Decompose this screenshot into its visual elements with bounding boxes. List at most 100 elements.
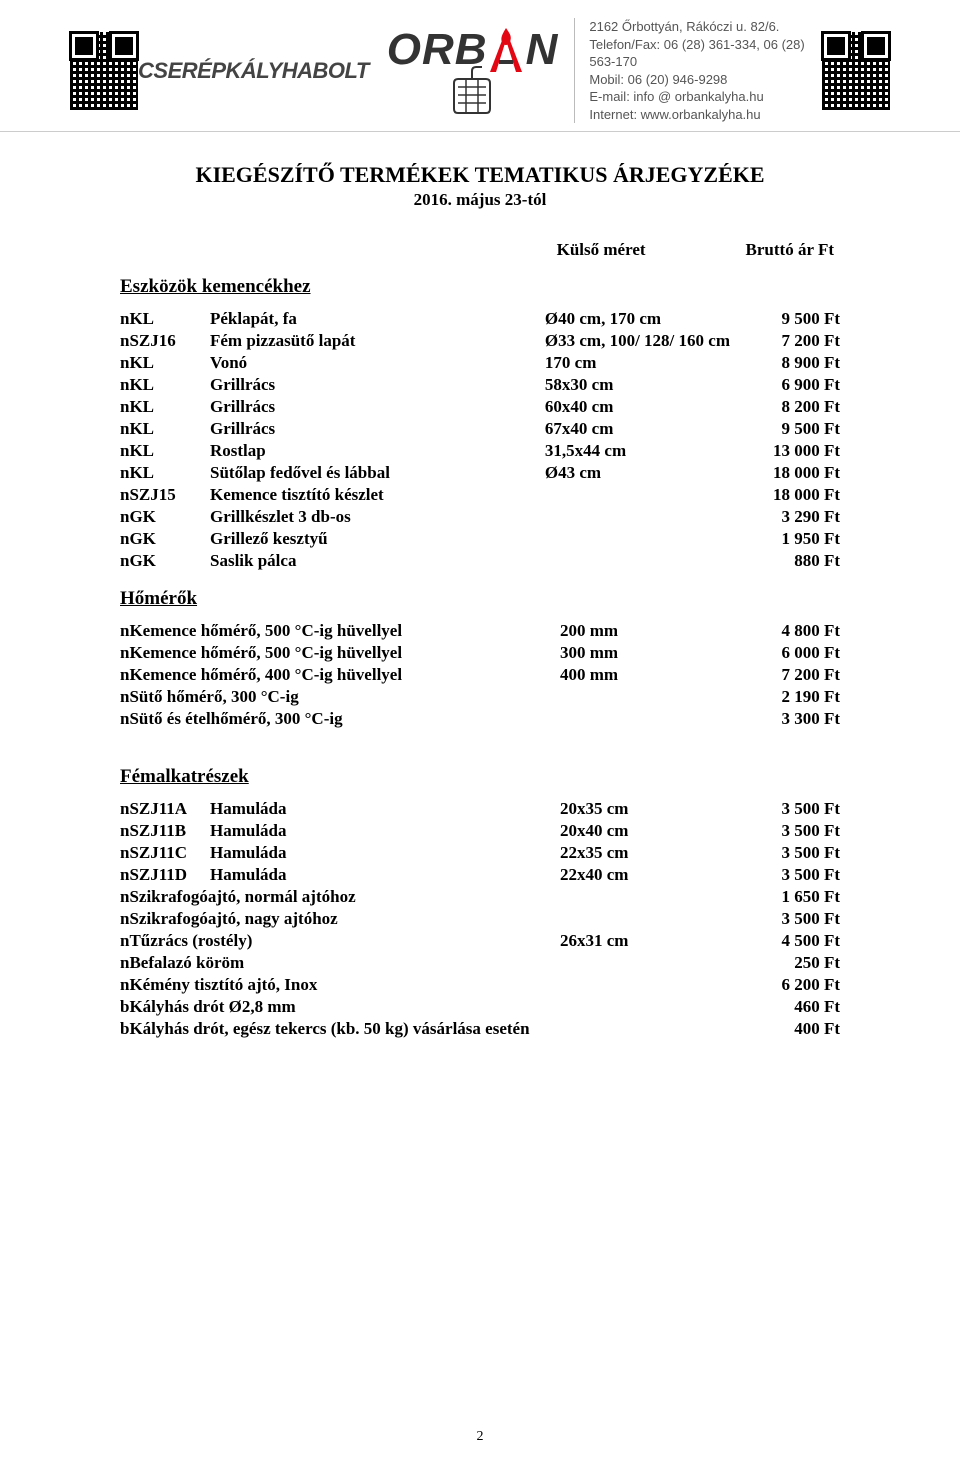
section-heading-eszk: Eszközök kemencékhez — [120, 276, 840, 298]
main-content: KIEGÉSZÍTŐ TERMÉKEK TEMATIKUS ÁRJEGYZÉKE… — [0, 132, 960, 1080]
table-homerok: nKemence hőmérő, 500 °C-ig hüvellyel200 … — [120, 620, 840, 730]
cell-code: nGK — [120, 550, 210, 572]
cell-size — [545, 506, 730, 528]
cell-code: nKL — [120, 418, 210, 440]
cell-price: 1 650 Ft — [730, 886, 840, 908]
cell-price: 460 Ft — [730, 996, 840, 1018]
table-row: nKemence hőmérő, 400 °C-ig hüvellyel400 … — [120, 664, 840, 686]
cell-price: 3 300 Ft — [730, 708, 840, 730]
cell-name: Rostlap — [210, 440, 545, 462]
col-price-header: Bruttó ár Ft — [746, 240, 834, 260]
table-row: nSütő és ételhőmérő, 300 °C-ig3 300 Ft — [120, 708, 840, 730]
cell-name: Grillrács — [210, 374, 545, 396]
cell-code: nGK — [120, 528, 210, 550]
cell-size: Ø43 cm — [545, 462, 730, 484]
cell-name: Grillrács — [210, 418, 545, 440]
cell-price: 9 500 Ft — [730, 418, 840, 440]
cell-price: 3 500 Ft — [730, 798, 840, 820]
cell-code: nSZJ11A — [120, 798, 210, 820]
table-row: nBefalazó köröm 250 Ft — [120, 952, 840, 974]
table-row: nGKSaslik pálca 880 Ft — [120, 550, 840, 572]
cell-code: nKL — [120, 396, 210, 418]
document-title: KIEGÉSZÍTŐ TERMÉKEK TEMATIKUS ÁRJEGYZÉKE — [120, 162, 840, 188]
cell-name: Hamuláda — [210, 820, 560, 842]
cell-code: nSZJ11D — [120, 864, 210, 886]
table-row: nKLVonó170 cm8 900 Ft — [120, 352, 840, 374]
cell-code: nKL — [120, 308, 210, 330]
cell-name: bKályhás drót Ø2,8 mm — [120, 996, 560, 1018]
page-header: CSERÉPKÁLYHABOLT O R B N — [0, 0, 960, 132]
cell-name: Hamuláda — [210, 842, 560, 864]
cell-size: 400 mm — [560, 664, 730, 686]
cell-price: 3 500 Ft — [730, 842, 840, 864]
table-row: nSZJ11CHamuláda22x35 cm3 500 Ft — [120, 842, 840, 864]
cell-price: 6 900 Ft — [730, 374, 840, 396]
cell-price: 13 000 Ft — [730, 440, 840, 462]
table-row: nKemence hőmérő, 500 °C-ig hüvellyel300 … — [120, 642, 840, 664]
cell-name: Hamuláda — [210, 798, 560, 820]
table-row: nSzikrafogóajtó, nagy ajtóhoz3 500 Ft — [120, 908, 840, 930]
cell-size: 60x40 cm — [545, 396, 730, 418]
table-row: bKályhás drót Ø2,8 mm 460 Ft — [120, 996, 840, 1018]
cell-size — [560, 886, 730, 908]
cell-size: 20x35 cm — [560, 798, 730, 820]
table-row: nKLRostlap31,5x44 cm13 000 Ft — [120, 440, 840, 462]
cell-price: 6 000 Ft — [730, 642, 840, 664]
cell-name: nSütő hőmérő, 300 °C-ig — [120, 686, 560, 708]
cell-name: nSzikrafogóajtó, normál ajtóhoz — [120, 886, 560, 908]
cell-price: 4 800 Ft — [730, 620, 840, 642]
cell-size — [545, 528, 730, 550]
table-row: nSZJ16Fém pizzasütő lapátØ33 cm, 100/ 12… — [120, 330, 840, 352]
contact-web: Internet: www.orbankalyha.hu — [589, 106, 822, 124]
cell-price: 880 Ft — [730, 550, 840, 572]
cell-name: Saslik pálca — [210, 550, 545, 572]
contact-address: 2162 Őrbottyán, Rákóczi u. 82/6. — [589, 18, 822, 36]
table-row: nSZJ11AHamuláda20x35 cm3 500 Ft — [120, 798, 840, 820]
cell-code: nKL — [120, 352, 210, 374]
cell-size: 22x35 cm — [560, 842, 730, 864]
table-row: nKLPéklapát, faØ40 cm, 170 cm9 500 Ft — [120, 308, 840, 330]
brand-main: O R B N — [387, 25, 557, 117]
cell-name: Vonó — [210, 352, 545, 374]
cell-name: Kemence tisztító készlet — [210, 484, 545, 506]
cell-name: bKályhás drót, egész tekercs (kb. 50 kg)… — [120, 1018, 560, 1040]
cell-size: 58x30 cm — [545, 374, 730, 396]
cell-size — [560, 908, 730, 930]
logo-a-flame-icon — [488, 26, 524, 74]
cell-size — [560, 952, 730, 974]
table-row: nKLGrillrács58x30 cm6 900 Ft — [120, 374, 840, 396]
cell-code: nSZJ11B — [120, 820, 210, 842]
column-headers: Külső méret Bruttó ár Ft — [120, 240, 840, 260]
cell-price: 18 000 Ft — [730, 484, 840, 506]
table-row: nSütő hőmérő, 300 °C-ig 2 190 Ft — [120, 686, 840, 708]
cell-name: nKemence hőmérő, 500 °C-ig hüvellyel — [120, 620, 560, 642]
cell-size — [545, 550, 730, 572]
col-size-header: Külső méret — [557, 240, 646, 260]
brand-subname: CSERÉPKÁLYHABOLT — [138, 58, 369, 84]
cell-price: 7 200 Ft — [730, 664, 840, 686]
cell-name: nKemence hőmérő, 500 °C-ig hüvellyel — [120, 642, 560, 664]
logo-letter: O — [387, 25, 420, 75]
cell-name: Péklapát, fa — [210, 308, 545, 330]
contact-mobile: Mobil: 06 (20) 946-9298 — [589, 71, 822, 89]
table-row: nGKGrillkészlet 3 db-os3 290 Ft — [120, 506, 840, 528]
cell-code: nKL — [120, 462, 210, 484]
cell-size — [560, 996, 730, 1018]
table-eszk: nKLPéklapát, faØ40 cm, 170 cm9 500 FtnSZ… — [120, 308, 840, 572]
cell-price: 2 190 Ft — [730, 686, 840, 708]
cell-size — [560, 1018, 730, 1040]
table-row: nSZJ11DHamuláda22x40 cm3 500 Ft — [120, 864, 840, 886]
cell-size: 170 cm — [545, 352, 730, 374]
cell-size: Ø40 cm, 170 cm — [545, 308, 730, 330]
table-row: nKemence hőmérő, 500 °C-ig hüvellyel200 … — [120, 620, 840, 642]
table-row: nKLGrillrács60x40 cm8 200 Ft — [120, 396, 840, 418]
table-row: nKLGrillrács67x40 cm9 500 Ft — [120, 418, 840, 440]
contact-phone: Telefon/Fax: 06 (28) 361-334, 06 (28) 56… — [589, 36, 822, 71]
cell-code: nSZJ15 — [120, 484, 210, 506]
cell-price: 4 500 Ft — [730, 930, 840, 952]
cell-price: 6 200 Ft — [730, 974, 840, 996]
cell-name: nBefalazó köröm — [120, 952, 560, 974]
cell-price: 250 Ft — [730, 952, 840, 974]
logo-letter: N — [526, 25, 557, 75]
table-row: nTűzrács (rostély)26x31 cm4 500 Ft — [120, 930, 840, 952]
